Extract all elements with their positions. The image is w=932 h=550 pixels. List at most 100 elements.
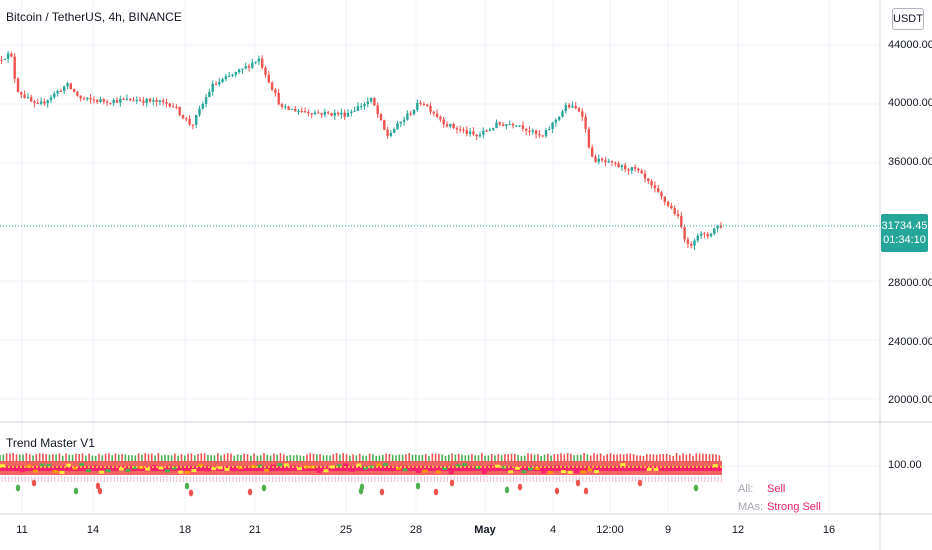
candle[interactable]	[455, 126, 459, 134]
candle[interactable]	[485, 129, 488, 132]
candle[interactable]	[607, 158, 610, 164]
candle[interactable]	[49, 95, 53, 104]
candle[interactable]	[105, 99, 109, 107]
candle[interactable]	[581, 108, 584, 121]
candle[interactable]	[99, 96, 102, 104]
candle[interactable]	[511, 122, 515, 129]
candle[interactable]	[699, 231, 703, 240]
candle[interactable]	[670, 202, 673, 210]
candle[interactable]	[617, 161, 620, 168]
candle[interactable]	[247, 63, 251, 72]
candle[interactable]	[627, 168, 630, 175]
candle[interactable]	[373, 97, 376, 106]
candle[interactable]	[267, 70, 270, 84]
candle[interactable]	[690, 241, 693, 249]
candle[interactable]	[254, 61, 257, 65]
candle[interactable]	[333, 109, 336, 120]
candle[interactable]	[86, 97, 89, 102]
candle[interactable]	[346, 109, 350, 117]
candle[interactable]	[561, 109, 564, 118]
candle[interactable]	[505, 123, 508, 130]
candle[interactable]	[310, 113, 313, 119]
candle[interactable]	[439, 115, 442, 123]
candle[interactable]	[445, 121, 449, 128]
candle[interactable]	[673, 205, 676, 216]
candle[interactable]	[178, 106, 181, 117]
candle[interactable]	[102, 97, 105, 105]
candle[interactable]	[89, 93, 92, 104]
candle[interactable]	[20, 91, 23, 99]
candle[interactable]	[624, 162, 627, 173]
candle[interactable]	[185, 116, 188, 122]
candle[interactable]	[175, 104, 178, 110]
candle[interactable]	[165, 98, 168, 108]
candle[interactable]	[132, 96, 135, 102]
candle[interactable]	[148, 97, 152, 103]
candle[interactable]	[647, 178, 650, 184]
symbol-title[interactable]: Bitcoin / TetherUS, 4h, BINANCE	[6, 10, 182, 24]
candle[interactable]	[676, 209, 680, 219]
candle[interactable]	[544, 128, 548, 138]
candle[interactable]	[389, 130, 393, 138]
candle[interactable]	[119, 95, 122, 107]
candle[interactable]	[218, 78, 221, 87]
candle[interactable]	[112, 97, 115, 107]
candle[interactable]	[600, 157, 604, 163]
candle[interactable]	[548, 126, 551, 131]
candle[interactable]	[587, 126, 591, 149]
candle[interactable]	[145, 97, 148, 107]
candle[interactable]	[435, 109, 439, 118]
candle[interactable]	[13, 53, 16, 84]
candle[interactable]	[231, 73, 234, 78]
candle[interactable]	[340, 108, 343, 119]
candle[interactable]	[274, 88, 277, 97]
candle[interactable]	[515, 125, 518, 127]
candle[interactable]	[449, 123, 452, 129]
candle-series[interactable]	[0, 50, 723, 251]
candle[interactable]	[472, 127, 475, 136]
candle[interactable]	[604, 156, 607, 167]
candle[interactable]	[406, 110, 409, 121]
candle[interactable]	[43, 98, 46, 106]
candle[interactable]	[181, 114, 185, 120]
candle[interactable]	[39, 97, 43, 106]
candle[interactable]	[518, 125, 521, 128]
candle[interactable]	[356, 102, 360, 112]
candle[interactable]	[429, 102, 432, 115]
candle[interactable]	[465, 126, 468, 137]
candle[interactable]	[201, 101, 204, 110]
candle[interactable]	[323, 108, 327, 118]
candle[interactable]	[350, 109, 353, 117]
candle[interactable]	[432, 110, 435, 117]
candle[interactable]	[353, 106, 356, 113]
candle[interactable]	[320, 112, 323, 119]
candle[interactable]	[168, 102, 171, 108]
candle[interactable]	[300, 107, 303, 114]
candle[interactable]	[79, 95, 82, 102]
candle[interactable]	[191, 124, 195, 130]
indicator-plot[interactable]	[0, 453, 722, 497]
candle[interactable]	[369, 97, 373, 104]
candle[interactable]	[426, 103, 429, 107]
candle[interactable]	[129, 98, 132, 101]
candle[interactable]	[138, 96, 142, 102]
candle[interactable]	[92, 96, 96, 104]
candle[interactable]	[478, 131, 482, 139]
candle[interactable]	[211, 80, 214, 96]
candle[interactable]	[574, 102, 577, 110]
candle[interactable]	[277, 88, 280, 106]
candle[interactable]	[683, 224, 686, 243]
candle[interactable]	[597, 154, 600, 165]
candle[interactable]	[195, 114, 198, 129]
candle[interactable]	[115, 96, 119, 103]
candle[interactable]	[59, 88, 63, 93]
candle[interactable]	[399, 121, 402, 127]
candle[interactable]	[261, 55, 264, 70]
candle[interactable]	[640, 168, 643, 174]
candle[interactable]	[594, 154, 597, 163]
candle[interactable]	[508, 120, 511, 126]
candle[interactable]	[10, 52, 13, 58]
candle[interactable]	[294, 105, 297, 112]
candle[interactable]	[412, 109, 416, 116]
